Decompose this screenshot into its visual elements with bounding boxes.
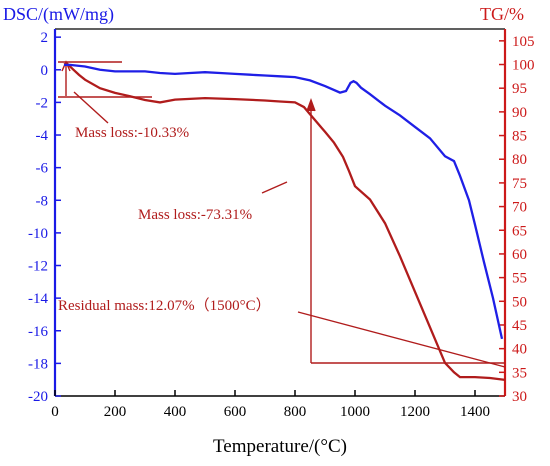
right-tick-label: 80 bbox=[512, 152, 527, 168]
x-tick-label: 1200 bbox=[400, 404, 430, 420]
right-tick-label: 100 bbox=[512, 58, 535, 74]
mass-loss-2-leader bbox=[261, 181, 288, 194]
right-tick-label: 55 bbox=[512, 271, 527, 287]
mass-loss-1-label: Mass loss:-10.33% bbox=[75, 125, 189, 141]
right-axis-title: TG/% bbox=[480, 4, 524, 24]
left-tick-label: -4 bbox=[36, 128, 49, 144]
right-tick-label: 95 bbox=[512, 81, 527, 97]
x-tick-label: 600 bbox=[224, 404, 247, 420]
right-tick-label: 50 bbox=[512, 294, 527, 310]
right-tick-label: 35 bbox=[512, 365, 527, 381]
x-tick-label: 200 bbox=[104, 404, 127, 420]
right-tick-label: 65 bbox=[512, 223, 527, 239]
left-axis-title: DSC/(mW/mg) bbox=[3, 4, 114, 25]
mass-loss-2-label: Mass loss:-73.31% bbox=[138, 207, 252, 223]
x-axis-title: Temperature/(°C) bbox=[213, 436, 347, 457]
right-tick-label: 70 bbox=[512, 200, 527, 216]
x-tick-label: 800 bbox=[284, 404, 307, 420]
residual-mass-label: Residual mass:12.07%（1500°C） bbox=[58, 297, 271, 314]
x-tick-label: 400 bbox=[164, 404, 187, 420]
left-tick-label: 2 bbox=[41, 30, 49, 46]
right-tick-label: 75 bbox=[512, 176, 527, 192]
left-tick-label: -6 bbox=[36, 161, 49, 177]
left-tick-label: -18 bbox=[28, 356, 48, 372]
right-tick-label: 40 bbox=[512, 342, 527, 358]
x-tick-label: 1400 bbox=[460, 404, 490, 420]
right-tick-label: 45 bbox=[512, 318, 527, 334]
tg-curve bbox=[63, 62, 506, 382]
right-tick-label: 30 bbox=[512, 389, 527, 405]
left-tick-label: -2 bbox=[36, 95, 49, 111]
right-tick-label: 85 bbox=[512, 129, 527, 145]
dsc-curve bbox=[64, 63, 504, 340]
x-tick-label: 0 bbox=[51, 404, 59, 420]
x-ticks: 0 200 400 600 800 1000 1200 1400 bbox=[51, 390, 490, 420]
left-tick-label: -10 bbox=[28, 226, 48, 242]
right-tick-label: 105 bbox=[512, 34, 535, 50]
x-tick-label: 1000 bbox=[340, 404, 370, 420]
left-tick-label: 0 bbox=[41, 63, 49, 79]
left-tick-label: -20 bbox=[28, 389, 48, 405]
right-ticks: 105 100 95 90 85 80 75 70 65 60 55 50 45 40 35 30 bbox=[499, 34, 535, 405]
left-tick-label: -14 bbox=[28, 291, 48, 307]
left-tick-label: -16 bbox=[28, 324, 48, 340]
annotation-lines bbox=[58, 60, 506, 368]
right-tick-label: 60 bbox=[512, 247, 527, 263]
right-tick-label: 90 bbox=[512, 105, 527, 121]
mass-loss-1-leader bbox=[73, 91, 109, 124]
mass-loss-2-arrow-head bbox=[306, 97, 316, 112]
residual-leader bbox=[297, 311, 506, 368]
left-ticks: 2 0 -2 -4 -6 -8 -10 -12 -14 -16 -18 -20 bbox=[28, 30, 61, 405]
mass-loss-1-arrow-head bbox=[61, 60, 71, 72]
left-tick-label: -12 bbox=[28, 259, 48, 275]
left-tick-label: -8 bbox=[36, 193, 49, 209]
